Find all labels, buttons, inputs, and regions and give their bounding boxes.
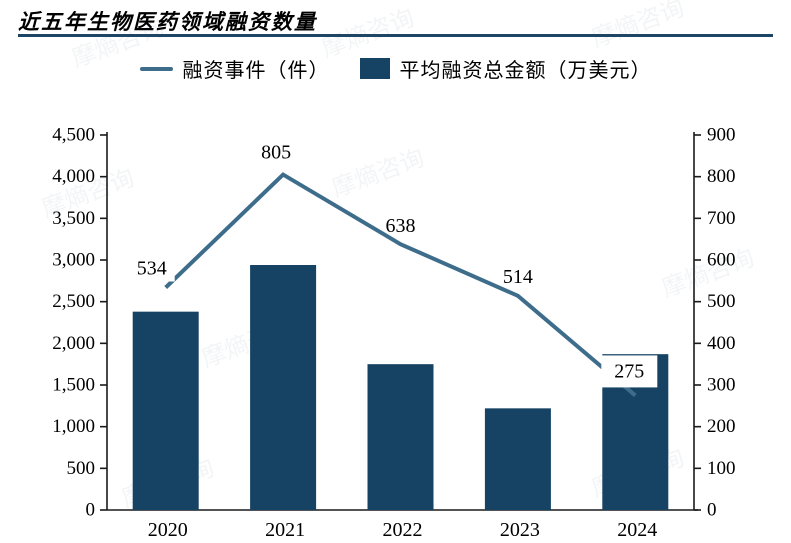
bar-2023 [484, 408, 551, 510]
left-axis-tick-label: 1,500 [52, 375, 95, 396]
line-series-swatch-icon [139, 66, 173, 71]
right-axis-tick-label: 600 [707, 250, 736, 271]
left-axis-tick-label: 500 [67, 458, 96, 479]
right-axis-tick-label: 0 [707, 500, 717, 521]
data-label-2024: 275 [614, 360, 644, 382]
left-axis-tick-label: 4,500 [52, 125, 95, 146]
right-axis-tick-label: 300 [707, 375, 736, 396]
right-axis-tick-label: 700 [707, 208, 736, 229]
x-axis-label: 2024 [617, 519, 657, 541]
x-axis-label: 2021 [265, 519, 305, 541]
right-axis-tick-label: 500 [707, 291, 736, 312]
right-axis-tick-label: 400 [707, 333, 736, 354]
left-axis-tick-label: 2,000 [52, 333, 95, 354]
legend-item-line-series: 融资事件（件） [139, 54, 330, 83]
data-label-2022: 638 [386, 215, 416, 237]
left-axis-tick-label: 4,000 [52, 166, 95, 187]
legend-label-bar-series: 平均融资总金额（万美元） [399, 60, 652, 82]
x-axis-label: 2022 [383, 519, 423, 541]
legend: 融资事件（件） 平均融资总金额（万美元） [0, 54, 791, 83]
data-label-2020: 534 [137, 258, 167, 280]
x-axis-label: 2020 [148, 519, 188, 541]
data-label-2021: 805 [261, 142, 291, 164]
right-axis-tick-label: 100 [707, 458, 736, 479]
right-axis-tick-label: 900 [707, 125, 736, 146]
legend-item-bar-series: 平均融资总金额（万美元） [359, 54, 652, 83]
bar-2021 [250, 265, 317, 510]
left-axis-tick-label: 0 [86, 500, 96, 521]
bar-2022 [367, 364, 434, 510]
line-series-path [164, 172, 637, 397]
data-label-2023: 514 [503, 266, 533, 288]
x-axis-label: 2023 [500, 519, 540, 541]
right-axis-tick-label: 800 [707, 166, 736, 187]
left-axis-tick-label: 3,500 [52, 208, 95, 229]
page-title: 近五年生物医药领域融资数量 [18, 10, 317, 34]
legend-label-line-series: 融资事件（件） [182, 60, 330, 82]
right-axis-tick-label: 200 [707, 416, 736, 437]
left-axis-tick-label: 3,000 [52, 250, 95, 271]
data-label-background [601, 355, 658, 388]
left-axis-tick-label: 2,500 [52, 291, 95, 312]
title-divider [18, 34, 773, 37]
bar-2020 [132, 311, 199, 510]
data-label-background [128, 255, 175, 282]
bar-series-swatch-icon [359, 58, 390, 79]
left-axis-tick-label: 1,000 [52, 416, 95, 437]
